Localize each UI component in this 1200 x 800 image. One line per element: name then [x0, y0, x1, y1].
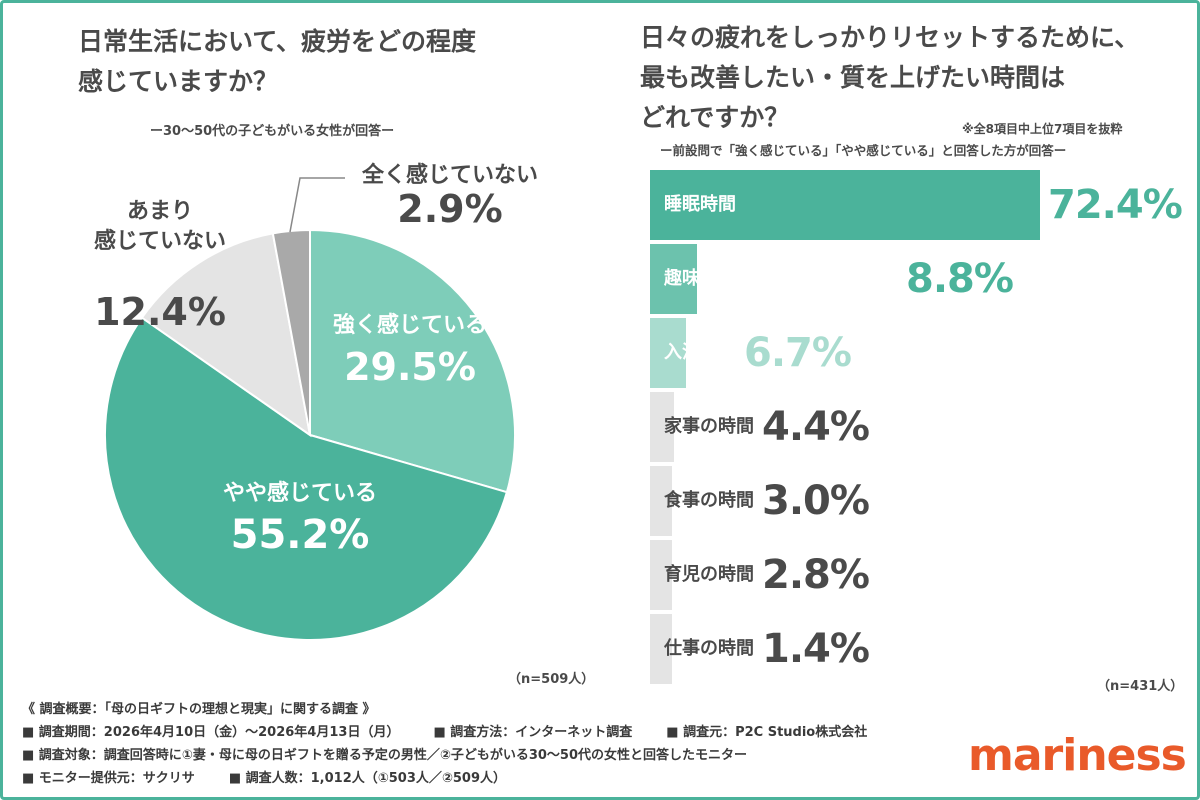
bar-label-2: 趣味や自分のための自由時間 — [664, 268, 898, 289]
bar-row-5: 食事の時間 3.0% — [650, 464, 1190, 536]
pie-label-3-line-2: 感じていない — [94, 228, 226, 254]
survey-source: ■ 調査元：P2C Studio株式会社 — [666, 725, 868, 740]
bar-subtitle: ー前設問で「強く感じている」「やや感じている」と回答した方が回答ー — [660, 143, 1067, 158]
pie-slice-2 — [104, 316, 509, 641]
bar-label-6: 育児の時間 — [664, 564, 754, 585]
pie-leader-line — [289, 177, 345, 233]
bar-row-1: 睡眠時間 72.4% — [650, 168, 1190, 240]
bar-title-line1: 日々の疲れをしっかりリセットするために、 — [640, 23, 1140, 52]
pie-slice-3 — [140, 232, 312, 438]
bar-3 — [650, 318, 687, 388]
bar-row-6: 育児の時間 2.8% — [650, 538, 1190, 610]
bar-6 — [650, 540, 672, 610]
survey-count: ■ 調査人数：1,012人（①503人／②509人） — [228, 771, 507, 786]
bar-5 — [650, 466, 672, 536]
bar-label-5: 食事の時間 — [664, 490, 754, 511]
survey-period: ■ 調査期間：2026年4月10日（金）～2026年4月13日（月） — [22, 725, 400, 740]
bar-1 — [650, 170, 1040, 240]
bar-chart-title: 日々の疲れをしっかりリセットするために、 最も改善したい・質を上げたい時間は ど… — [640, 18, 1200, 138]
bar-4 — [650, 392, 674, 462]
survey-method: ■ 調査方法：インターネット調査 — [433, 725, 633, 740]
pie-label-4-line-1: 全く感じていない — [361, 162, 538, 188]
pie-label-1-line-1: 強く感じている — [333, 312, 487, 338]
survey-target: ■ 調査対象：調査回答時に①妻・母に母の日ギフトを贈る予定の男性／②子どもがいる… — [22, 748, 748, 763]
bar-row-3: 入浴時間 6.7% — [650, 316, 1190, 388]
bar-value-5: 3.0% — [762, 478, 870, 524]
pie-chart-title: 日常生活において、疲労をどの程度 感じていますか？ — [78, 22, 558, 102]
summary-row-3: ■ モニター提供元：サクリサ ■ 調査人数：1,012人（①503人／②509人） — [22, 767, 942, 790]
pie-value-1: 29.5% — [344, 345, 476, 389]
bar-label-7: 仕事の時間 — [664, 638, 754, 659]
bar-row-7: 仕事の時間 1.4% — [650, 612, 1190, 684]
pie-label-3-line-1: あまり — [127, 199, 193, 224]
pie-value-4: 2.9% — [397, 187, 502, 231]
monitor-provider: ■ モニター提供元：サクリサ — [22, 771, 195, 786]
bar-row-2: 趣味や自分のための自由時間 8.8% — [650, 242, 1190, 314]
pie-label-2-line-1: やや感じている — [223, 480, 377, 506]
bar-value-3: 6.7% — [744, 330, 852, 376]
pie-subtitle: ー30～50代の子どもがいる女性が回答ー — [150, 124, 395, 139]
pie-slice-1 — [309, 228, 516, 494]
survey-summary: 《 調査概要：「母の日ギフトの理想と現実」に関する調査 》 ■ 調査期間：202… — [22, 698, 942, 790]
brand-logo: mariness — [968, 730, 1187, 781]
pie-chart: 強く感じている 29.5% やや感じている 55.2% あまり感じていない 12.4% 全く… — [0, 0, 600, 700]
pie-sample-size: （n=509人） — [508, 672, 595, 687]
pie-title-line2: 感じていますか？ — [78, 67, 279, 96]
bar-value-1: 72.4% — [1048, 182, 1183, 228]
pie-title-line1: 日常生活において、疲労をどの程度 — [78, 27, 477, 56]
bar-value-6: 2.8% — [762, 552, 870, 598]
bar-label-4: 家事の時間 — [664, 416, 754, 437]
bar-sample-size: （n=431人） — [1097, 679, 1184, 694]
bar-value-2: 8.8% — [906, 256, 1014, 302]
pie-slice-4 — [271, 228, 311, 436]
bar-value-7: 1.4% — [762, 626, 870, 672]
bar-row-4: 家事の時間 4.4% — [650, 390, 1190, 462]
summary-row-1: ■ 調査期間：2026年4月10日（金）～2026年4月13日（月） ■ 調査方法… — [22, 721, 942, 744]
bar-title-line3: どれですか？ — [640, 103, 790, 132]
bar-label-1: 睡眠時間 — [664, 194, 736, 215]
bar-2 — [650, 244, 698, 314]
bar-value-4: 4.4% — [762, 404, 870, 450]
pie-value-2: 55.2% — [231, 512, 370, 558]
pie-value-3: 12.4% — [94, 290, 226, 334]
bar-note: ※全8項目中上位7項目を抜粋 — [962, 122, 1123, 136]
bar-7 — [650, 614, 672, 684]
bar-title-line2: 最も改善したい・質を上げたい時間は — [640, 63, 1066, 92]
bar-label-3: 入浴時間 — [664, 342, 736, 363]
summary-heading: 《 調査概要：「母の日ギフトの理想と現実」に関する調査 》 — [22, 702, 376, 717]
